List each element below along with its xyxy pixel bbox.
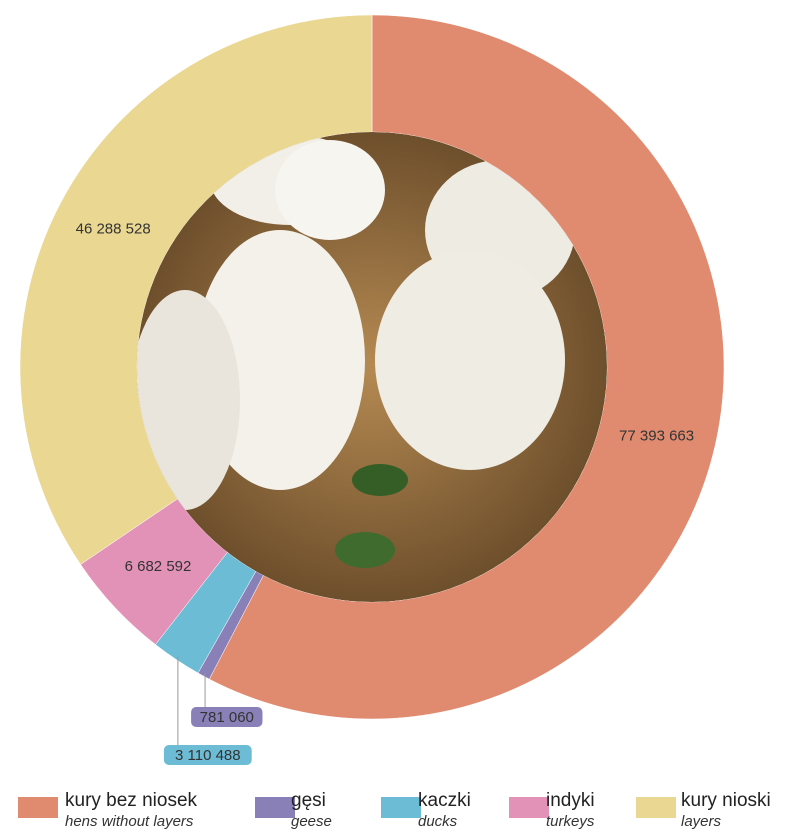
legend-sublabel: hens without layers [65, 813, 194, 830]
legend-sublabel: ducks [418, 813, 458, 830]
legend-label: kury bez niosek [65, 790, 198, 811]
legend-label: kaczki [418, 790, 471, 811]
legend-swatch [255, 797, 295, 818]
legend-swatch [18, 797, 58, 818]
legend-label: kury nioski [681, 790, 771, 811]
value-label: 3 110 488 [175, 747, 241, 764]
legend: kury bez niosek hens without layers gęsi ge… [18, 790, 771, 830]
legend-label: gęsi [291, 790, 326, 811]
legend-sublabel: layers [681, 813, 722, 830]
legend-sublabel: turkeys [546, 813, 595, 830]
value-label: 6 682 592 [125, 558, 192, 575]
legend-sublabel: geese [291, 813, 332, 830]
legend-label: indyki [546, 790, 595, 811]
value-label-box [191, 707, 263, 727]
value-label: 46 288 528 [76, 221, 151, 238]
legend-swatch [381, 797, 421, 818]
value-label: 77 393 663 [619, 428, 694, 445]
legend-swatch [509, 797, 549, 818]
value-label-box [163, 745, 252, 765]
value-label: 781 060 [200, 709, 254, 726]
legend-swatch [636, 797, 676, 818]
